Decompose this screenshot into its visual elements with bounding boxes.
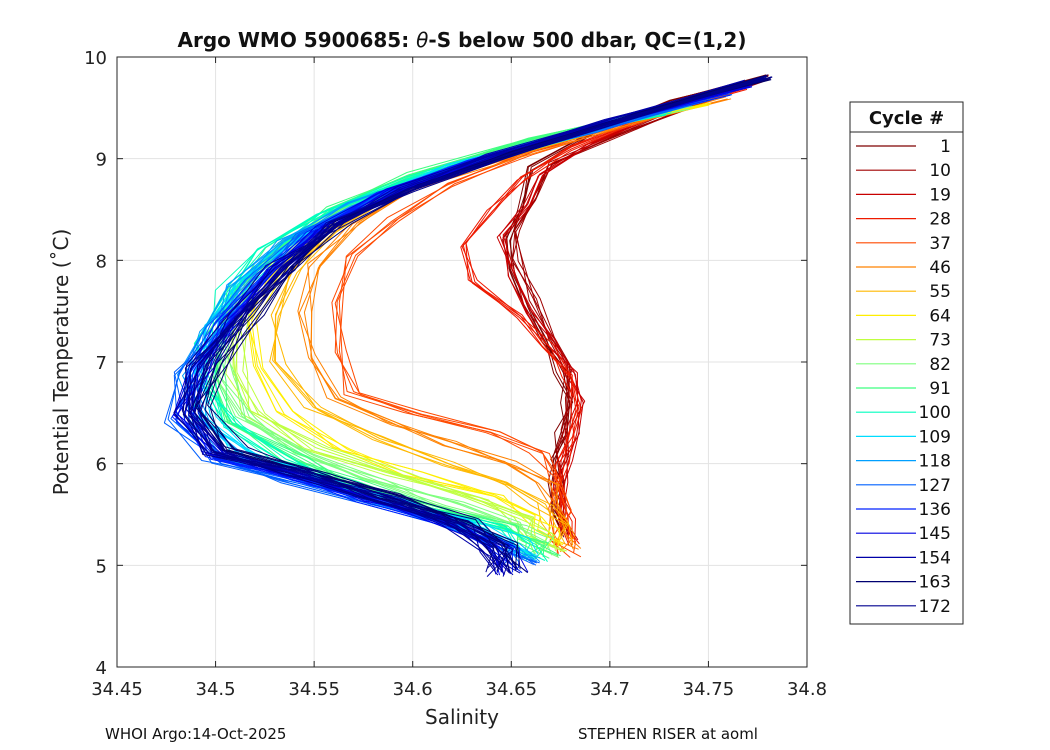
legend-label: 1 <box>940 137 951 157</box>
x-tick-label: 34.6 <box>393 679 433 700</box>
x-tick-label: 34.7 <box>590 679 630 700</box>
legend-label: 118 <box>919 452 951 472</box>
legend-label: 28 <box>929 210 951 230</box>
y-tick-label: 5 <box>96 556 107 577</box>
y-tick-label: 7 <box>96 353 107 374</box>
chart-title: Argo WMO 5900685: θ-S below 500 dbar, QC… <box>178 28 747 52</box>
profile-line <box>181 78 764 572</box>
y-tick-label: 6 <box>96 455 107 476</box>
x-tick-label: 34.65 <box>486 679 538 700</box>
legend-label: 73 <box>929 331 951 351</box>
profile-line <box>177 84 748 572</box>
profile-line <box>188 77 767 570</box>
legend-label: 172 <box>919 597 951 617</box>
legend-label: 10 <box>929 161 951 181</box>
legend-label: 46 <box>929 258 951 278</box>
legend-label: 154 <box>919 548 951 568</box>
series-172 <box>173 75 773 573</box>
y-tick-label: 4 <box>96 658 107 679</box>
series-37 <box>331 91 731 558</box>
profile-line <box>331 93 729 553</box>
y-tick-label: 9 <box>96 150 107 171</box>
profile-lines <box>163 74 773 577</box>
x-tick-label: 34.55 <box>288 679 340 700</box>
legend-label: 55 <box>929 282 951 302</box>
profile-line <box>196 75 766 570</box>
legend-label: 19 <box>929 185 951 205</box>
profile-line <box>298 96 727 553</box>
x-tick-label: 34.5 <box>196 679 236 700</box>
profile-line <box>182 75 768 569</box>
profile-line <box>194 79 772 570</box>
legend-label: 163 <box>919 573 951 593</box>
profile-line <box>334 91 727 558</box>
legend-label: 82 <box>929 355 951 375</box>
profile-line <box>499 84 749 539</box>
series-154 <box>185 79 753 577</box>
legend-label: 100 <box>919 403 951 423</box>
legend-label: 127 <box>919 476 951 496</box>
series-19 <box>496 80 751 543</box>
footer-credit: STEPHEN RISER at aoml <box>578 725 758 743</box>
profile-line <box>465 86 750 545</box>
profile-line <box>461 87 747 546</box>
profile-line <box>190 76 773 570</box>
legend-label: 109 <box>919 427 951 447</box>
profile-line <box>182 75 766 573</box>
profile-line <box>506 74 767 535</box>
x-tick-label: 34.75 <box>683 679 735 700</box>
x-axis-label: Salinity <box>425 705 499 729</box>
legend: Cycle # 1 10 19 28 37 46 55 64 73 82 91 100 109 118 127… <box>849 101 964 625</box>
legend-box <box>849 101 964 625</box>
footer-source: WHOI Argo:14-Oct-2025 <box>105 725 287 743</box>
profile-line <box>198 81 744 576</box>
y-tick-label: 10 <box>84 48 107 69</box>
profile-line <box>505 84 747 541</box>
legend-label: 145 <box>919 524 951 544</box>
legend-label: 136 <box>919 500 951 520</box>
legend-label: 37 <box>929 234 951 254</box>
y-axis-label: Potential Temperature (˚C) <box>49 229 73 496</box>
axis-ticks: 34.45 34.5 34.55 34.6 34.65 34.7 34.75 34.8 4 5 6 7… <box>84 48 827 700</box>
x-tick-label: 34.45 <box>91 679 143 700</box>
series-28 <box>460 85 750 546</box>
legend-title: Cycle # <box>869 108 944 129</box>
legend-label: 64 <box>929 306 951 326</box>
legend-label: 91 <box>929 379 951 399</box>
y-tick-label: 8 <box>96 251 107 272</box>
x-tick-label: 34.8 <box>787 679 827 700</box>
